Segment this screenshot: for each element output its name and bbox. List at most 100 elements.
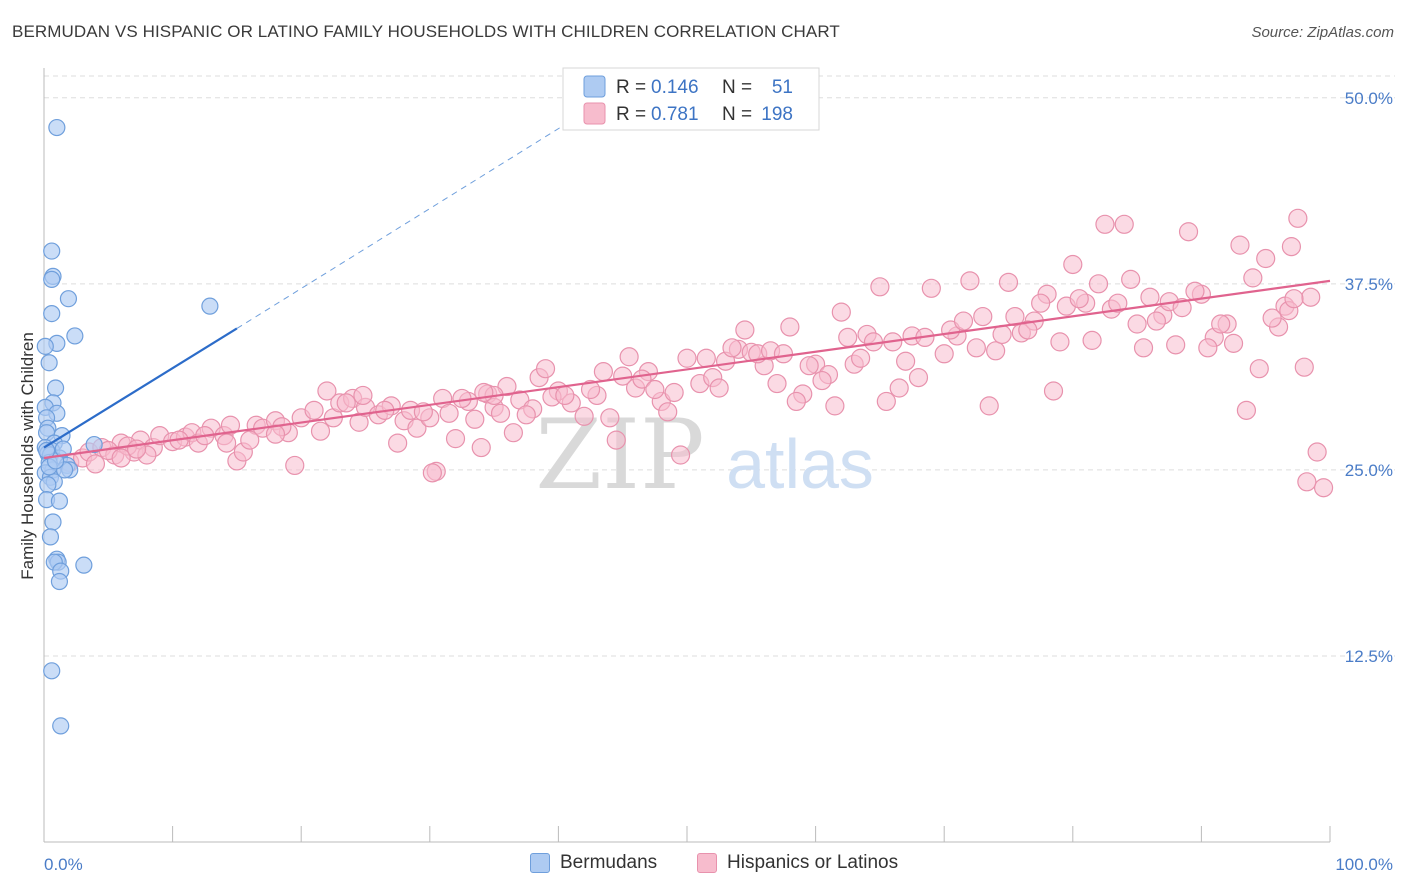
point-hispanics [1088,274,1109,294]
point-hispanics [1243,268,1263,288]
point-hispanics [1140,287,1160,307]
point-hispanics [217,433,237,453]
point-bermudans [43,662,61,680]
bermudans-points [36,118,219,735]
point-hispanics [407,418,427,438]
legend-swatch-hispanics [583,102,606,125]
point-hispanics [1121,269,1141,289]
point-hispanics [870,277,890,297]
point-hispanics [1005,306,1025,327]
point-hispanics [503,423,523,443]
point-hispanics [285,455,305,476]
legend-swatch-hispanics-bottom [697,853,717,873]
point-hispanics [1127,314,1147,334]
point-hispanics [979,396,999,416]
point-bermudans [59,290,78,308]
watermark: ZIP atlas [535,399,874,511]
point-hispanics [986,341,1006,361]
point-hispanics [445,429,466,449]
point-hispanics [780,317,800,337]
point-hispanics [1211,314,1231,334]
legend-n-label-hispanics: N = [722,104,752,125]
point-hispanics [1031,293,1051,313]
legend-label-hispanics: Hispanics or Latinos [727,852,899,873]
legend-r-label-bermudans: R = [616,77,646,98]
point-hispanics [876,391,896,412]
point-hispanics [516,405,536,425]
point-hispanics [490,403,511,423]
point-hispanics [471,437,491,458]
point-hispanics [1281,237,1302,257]
point-hispanics [709,378,729,398]
legend-r-value-bermudans: 0.146 [651,77,699,98]
x-tick-label-min: 0.0% [44,855,83,874]
point-bermudans [40,354,58,372]
point-hispanics [825,396,845,416]
point-bermudans [39,476,57,494]
legend-r-label-hispanics: R = [616,104,646,125]
point-hispanics [1172,298,1192,318]
point-bermudans [43,304,61,323]
point-bermudans [44,513,62,531]
point-hispanics [304,400,324,420]
point-hispanics [574,406,594,426]
point-hispanics [889,378,909,398]
point-bermudans [52,717,70,735]
point-hispanics [998,272,1019,292]
point-hispanics [851,348,871,368]
point-hispanics [422,463,442,483]
y-tick-label: 50.0% [1345,89,1393,108]
point-hispanics [831,302,851,322]
legend-box [562,67,820,131]
point-hispanics [645,379,665,400]
point-hispanics [1230,235,1250,255]
point-hispanics [1297,472,1317,492]
point-hispanics [677,348,697,368]
point-hispanics [388,433,408,453]
point-hispanics [619,347,639,367]
point-hispanics [921,278,941,298]
point-hispanics [593,362,614,382]
point-bermudans [43,270,61,288]
legend-r-value-hispanics: 0.781 [651,104,699,125]
trendline-hispanics [43,279,1331,460]
point-hispanics [85,454,106,474]
point-hispanics [934,344,954,364]
point-bermudans [46,379,65,397]
legend-n-value-hispanics: 198 [761,104,793,125]
point-hispanics [439,403,459,423]
point-hispanics [1249,359,1269,379]
watermark-atlas: atlas [726,425,874,503]
point-bermudans [36,337,54,355]
point-hispanics [606,430,626,450]
legend-n-label-bermudans: N = [722,77,752,98]
legend-item-bermudans[interactable]: Bermudans [530,852,657,874]
y-tick-label: 37.5% [1345,275,1393,294]
point-hispanics [1108,293,1128,313]
point-hispanics [220,415,241,435]
point-bermudans [50,572,69,591]
point-hispanics [1133,338,1154,358]
point-hispanics [735,320,755,340]
point-hispanics [1043,381,1064,401]
point-hispanics [1307,442,1327,462]
point-hispanics [799,356,819,376]
point-hispanics [1313,478,1334,498]
legend-item-hispanics[interactable]: Hispanics or Latinos [697,852,898,874]
point-hispanics [664,382,684,403]
point-hispanics [767,373,787,394]
y-tick-label: 12.5% [1345,647,1393,666]
point-bermudans [48,118,66,137]
point-hispanics [1294,357,1314,377]
series-legend: Bermudans Hispanics or Latinos [0,852,1406,878]
legend-label-bermudans: Bermudans [560,852,658,873]
point-hispanics [1288,208,1308,228]
point-hispanics [838,327,858,348]
point-bermudans [54,440,72,458]
point-hispanics [973,306,993,327]
point-hispanics [1082,330,1102,350]
legend-swatch-bermudans-bottom [530,853,550,873]
tick-labels: 12.5% 25.0% 37.5% 50.0% 0.0% 100.0% [44,89,1393,874]
point-hispanics [992,324,1012,345]
